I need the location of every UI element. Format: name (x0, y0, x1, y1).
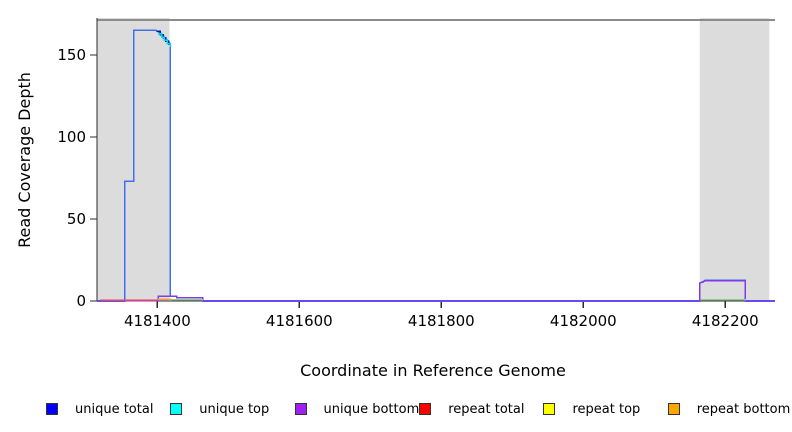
data-series (97, 29, 775, 302)
y-tick-label: 100 (57, 128, 86, 146)
legend-swatch-unique-total (46, 403, 58, 415)
y-tick-label: 50 (67, 210, 86, 228)
axis-ticks: 0 50 100 150 4181400 4181600 4181800 4182000 418… (57, 46, 758, 330)
series-unique-total (97, 29, 775, 302)
highlight-bands (97, 18, 770, 301)
y-tick-label: 0 (76, 292, 86, 310)
legend: unique total unique top unique bottom repea… (46, 398, 792, 420)
legend-label-repeat-top: repeat top (572, 401, 641, 417)
legend-item-repeat-total: repeat total (419, 398, 543, 420)
series-unique-bottom (97, 279, 775, 302)
plot-frame (96, 18, 775, 302)
legend-swatch-repeat-top (543, 403, 556, 415)
y-axis-title: Read Coverage Depth (15, 72, 34, 248)
legend-label-repeat-bottom: repeat bottom (696, 401, 791, 417)
legend-swatch-unique-top (170, 403, 183, 415)
legend-item-unique-total: unique total (46, 398, 170, 420)
chart-canvas: 0 50 100 150 4181400 4181600 4181800 4182000 418… (15, 18, 775, 380)
legend-item-repeat-top: repeat top (543, 398, 667, 420)
legend-item-unique-bottom: unique bottom (294, 398, 420, 420)
legend-label-repeat-total: repeat total (448, 401, 525, 417)
series-unique-top (158, 32, 171, 47)
x-tick-label: 4181400 (124, 312, 191, 330)
highlight-band-1 (699, 18, 770, 301)
x-tick-label: 4181800 (408, 312, 475, 330)
legend-swatch-repeat-bottom (667, 403, 680, 415)
x-tick-label: 4182000 (550, 312, 617, 330)
y-tick-label: 150 (57, 46, 86, 64)
x-tick-label: 4182200 (692, 312, 759, 330)
legend-label-unique-bottom: unique bottom (323, 401, 420, 417)
legend-swatch-repeat-total (419, 403, 432, 415)
legend-swatch-unique-bottom (294, 403, 307, 415)
legend-label-unique-total: unique total (75, 401, 154, 417)
legend-item-unique-top: unique top (170, 398, 294, 420)
legend-label-unique-top: unique top (199, 401, 270, 417)
x-axis-title: Coordinate in Reference Genome (300, 361, 566, 380)
legend-item-repeat-bottom: repeat bottom (667, 398, 792, 420)
x-tick-label: 4181600 (266, 312, 333, 330)
